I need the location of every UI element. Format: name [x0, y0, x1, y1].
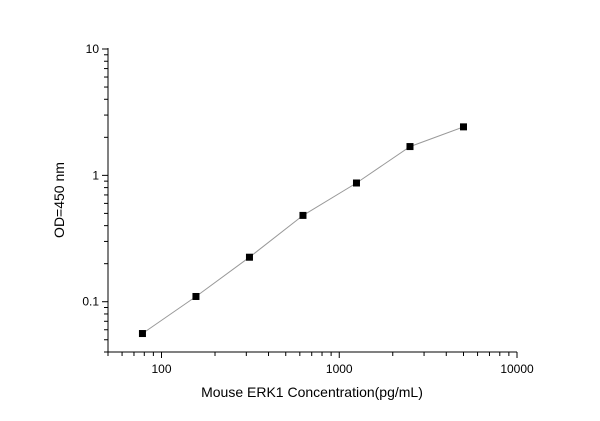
- x-axis-label: Mouse ERK1 Concentration(pg/mL): [201, 384, 423, 400]
- axes: 100 1000 10000 0.1 1 10: [82, 42, 534, 376]
- y-axis-label: OD=450 nm: [51, 162, 67, 238]
- x-tick-label: 100: [151, 362, 171, 376]
- data-point: [245, 253, 253, 261]
- data-point: [459, 123, 467, 131]
- x-tick-label: 1000: [326, 362, 353, 376]
- y-tick-label: 0.1: [82, 295, 99, 309]
- y-tick-label: 10: [86, 42, 100, 56]
- series: [138, 123, 467, 338]
- data-point: [352, 179, 360, 187]
- x-tick-label: 10000: [500, 362, 534, 376]
- data-point: [406, 143, 414, 151]
- data-point: [138, 330, 146, 338]
- y-tick-label: 1: [92, 168, 99, 182]
- data-point: [299, 211, 307, 219]
- series-line: [142, 126, 464, 334]
- data-point: [192, 292, 200, 300]
